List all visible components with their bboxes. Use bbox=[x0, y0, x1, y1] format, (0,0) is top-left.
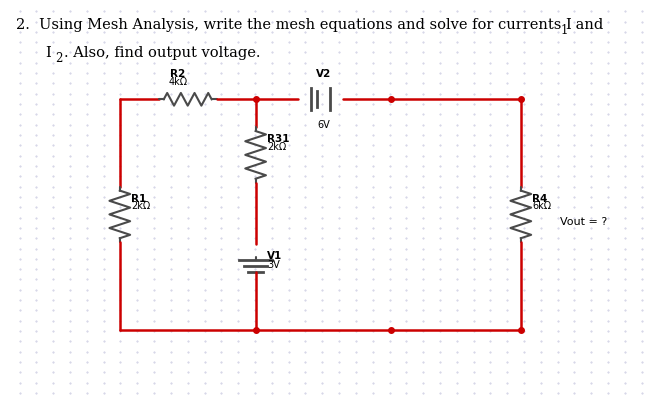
Text: 2kΩ: 2kΩ bbox=[267, 142, 286, 152]
Text: R1: R1 bbox=[131, 194, 147, 204]
Text: . Also, find output voltage.: . Also, find output voltage. bbox=[63, 46, 260, 60]
Text: V2: V2 bbox=[316, 69, 331, 79]
Text: 6V: 6V bbox=[317, 120, 330, 130]
Text: 1: 1 bbox=[560, 24, 568, 37]
Text: 2.  Using Mesh Analysis, write the mesh equations and solve for currents I: 2. Using Mesh Analysis, write the mesh e… bbox=[16, 18, 572, 32]
Text: I: I bbox=[46, 46, 51, 60]
Text: 2kΩ: 2kΩ bbox=[131, 201, 150, 211]
Text: 3V: 3V bbox=[267, 260, 280, 270]
Text: and: and bbox=[571, 18, 603, 32]
Text: R31: R31 bbox=[267, 134, 290, 144]
Text: 4kΩ: 4kΩ bbox=[168, 77, 187, 87]
Text: 2: 2 bbox=[55, 52, 63, 65]
Text: V1: V1 bbox=[267, 251, 282, 261]
Text: R4: R4 bbox=[533, 194, 548, 204]
Text: R2: R2 bbox=[170, 69, 185, 79]
Text: 6kΩ: 6kΩ bbox=[533, 201, 552, 211]
Text: Vout = ?: Vout = ? bbox=[560, 217, 607, 227]
